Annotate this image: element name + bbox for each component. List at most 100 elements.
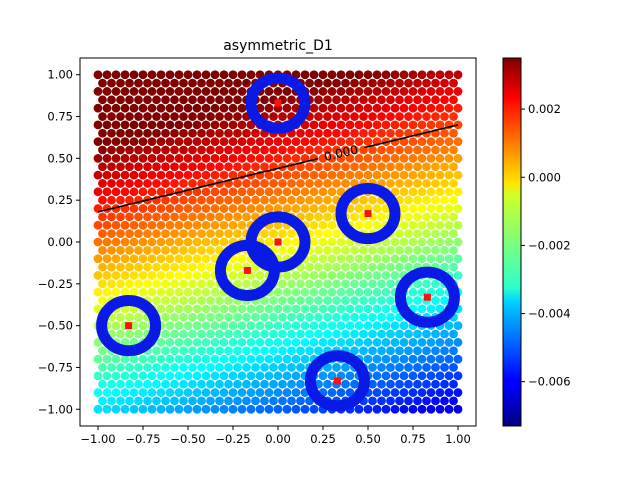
- heatmap-cell: [183, 220, 193, 230]
- heatmap-cell: [219, 321, 229, 331]
- heatmap-cell: [93, 220, 103, 230]
- heatmap-cell: [440, 112, 449, 121]
- heatmap-cell: [386, 95, 395, 105]
- heatmap-cell: [170, 212, 179, 222]
- heatmap-cell: [417, 153, 427, 163]
- heatmap-cell: [183, 120, 193, 130]
- heatmap-cell: [318, 187, 328, 197]
- heatmap-cell: [440, 245, 449, 255]
- heatmap-cell: [134, 212, 143, 222]
- heatmap-cell: [354, 70, 364, 80]
- heatmap-cell: [332, 78, 341, 88]
- heatmap-cell: [422, 329, 431, 339]
- heatmap-cell: [192, 321, 202, 331]
- heatmap-cell: [300, 170, 310, 180]
- heatmap-cell: [260, 145, 269, 155]
- heatmap-cell: [219, 237, 229, 247]
- heatmap-cell: [345, 137, 355, 147]
- heatmap-cell: [336, 87, 346, 96]
- heatmap-cell: [138, 204, 148, 213]
- heatmap-cell: [444, 254, 454, 264]
- heatmap-cell: [449, 329, 458, 339]
- heatmap-cell: [246, 354, 256, 364]
- heatmap-cell: [444, 321, 454, 331]
- heatmap-cell: [309, 204, 319, 213]
- heatmap-cell: [111, 170, 121, 180]
- heatmap-cell: [327, 87, 337, 96]
- heatmap-cell: [116, 363, 125, 372]
- heatmap-cell: [188, 78, 197, 88]
- heatmap-cell: [201, 103, 211, 113]
- heatmap-cell: [138, 388, 148, 397]
- heatmap-cell: [377, 245, 386, 255]
- heatmap-cell: [242, 329, 251, 339]
- heatmap-cell: [282, 237, 292, 247]
- heatmap-cell: [282, 337, 292, 347]
- heatmap-cell: [305, 312, 314, 322]
- heatmap-cell: [197, 363, 206, 372]
- heatmap-cell: [408, 388, 418, 397]
- heatmap-cell: [309, 254, 319, 264]
- heatmap-cell: [210, 204, 220, 213]
- heatmap-cell: [174, 137, 184, 147]
- heatmap-cell: [188, 379, 197, 389]
- heatmap-cell: [125, 312, 134, 322]
- heatmap-cell: [246, 404, 256, 414]
- heatmap-cell: [143, 112, 152, 121]
- heatmap-cell: [435, 304, 445, 314]
- heatmap-cell: [354, 153, 364, 163]
- heatmap-cell: [341, 128, 350, 138]
- heatmap-cell: [372, 371, 382, 381]
- heatmap-cell: [323, 162, 332, 172]
- heatmap-cell: [93, 187, 103, 197]
- heatmap-cell: [431, 229, 440, 239]
- heatmap-cell: [251, 329, 260, 339]
- heatmap-cell: [440, 262, 449, 272]
- heatmap-cell: [197, 396, 206, 406]
- heatmap-cell: [386, 346, 395, 356]
- heatmap-cell: [129, 287, 139, 297]
- heatmap-cell: [134, 78, 143, 88]
- heatmap-cell: [129, 354, 139, 364]
- heatmap-cell: [278, 112, 287, 121]
- heatmap-cell: [237, 187, 247, 197]
- heatmap-cell: [444, 237, 454, 247]
- heatmap-cell: [179, 78, 188, 88]
- heatmap-cell: [269, 312, 278, 322]
- heatmap-cell: [444, 170, 454, 180]
- heatmap-cell: [264, 337, 274, 347]
- colorbar-tick-label: 0.002: [528, 102, 561, 116]
- heatmap-cell: [381, 170, 391, 180]
- heatmap-cell: [377, 379, 386, 389]
- heatmap-cell: [269, 145, 278, 155]
- heatmap-cell: [354, 87, 364, 96]
- heatmap-cell: [431, 346, 440, 356]
- heatmap-cell: [107, 78, 116, 88]
- heatmap-cell: [138, 271, 148, 280]
- heatmap-cell: [269, 396, 278, 406]
- heatmap-cell: [165, 371, 175, 381]
- heatmap-cell: [440, 162, 449, 172]
- heatmap-cell: [237, 153, 247, 163]
- heatmap-cell: [188, 262, 197, 272]
- heatmap-cell: [431, 245, 440, 255]
- heatmap-cell: [215, 229, 224, 239]
- heatmap-cell: [449, 346, 458, 356]
- heatmap-cell: [206, 128, 215, 138]
- heatmap-cell: [426, 204, 436, 213]
- heatmap-cell: [233, 212, 242, 222]
- heatmap-cell: [359, 195, 368, 205]
- heatmap-cell: [251, 162, 260, 172]
- heatmap-cell: [309, 321, 319, 331]
- heatmap-cell: [183, 321, 193, 331]
- heatmap-cell: [179, 128, 188, 138]
- heatmap-cell: [224, 95, 233, 105]
- heatmap-cell: [228, 354, 238, 364]
- heatmap-cell: [233, 279, 242, 289]
- heatmap-cell: [278, 296, 287, 305]
- heatmap-cell: [368, 162, 377, 172]
- heatmap-cell: [422, 95, 431, 105]
- heatmap-cell: [372, 103, 382, 113]
- heatmap-cell: [386, 78, 395, 88]
- heatmap-cell: [318, 204, 328, 213]
